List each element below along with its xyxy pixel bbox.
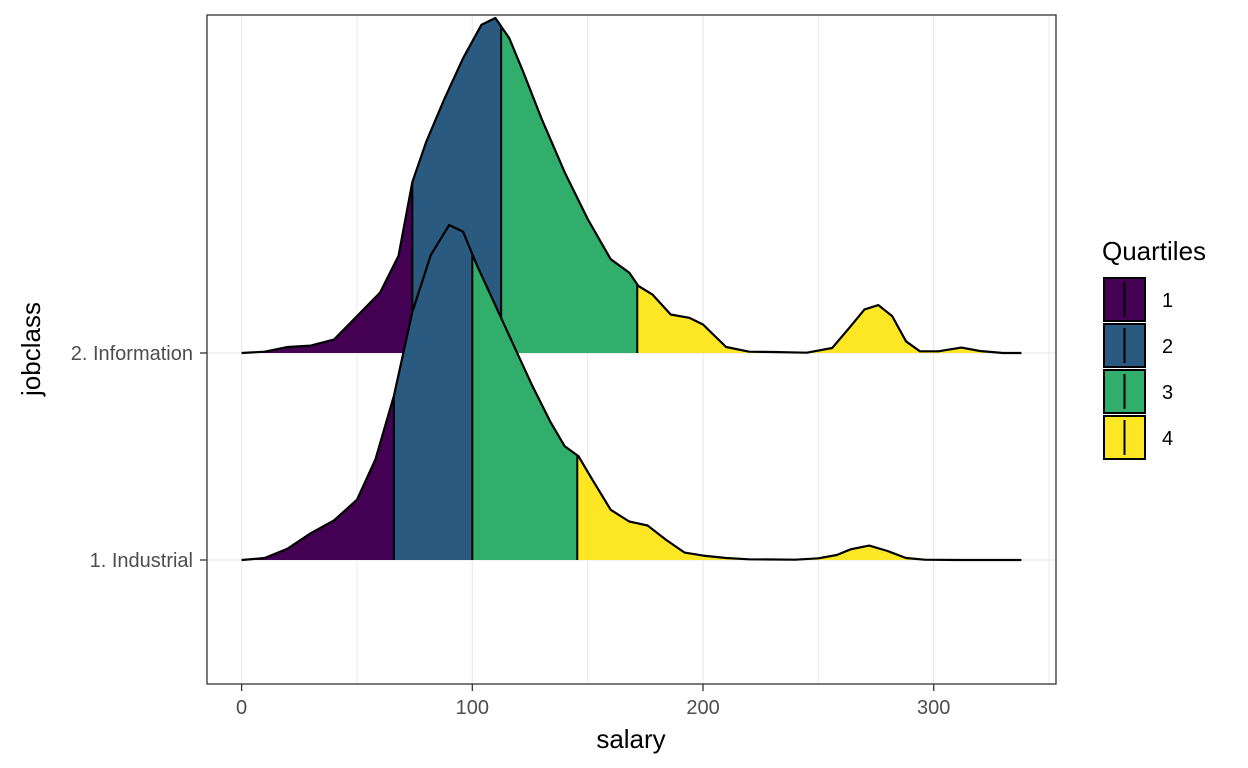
density-outline [241, 16, 1022, 355]
legend-label: 3 [1162, 382, 1173, 404]
ridge-industrial [241, 223, 1022, 562]
legend-label: 1 [1162, 290, 1173, 312]
legend-item-3: 3 [1103, 369, 1173, 414]
legend-keys: 1 2 3 4 [1103, 277, 1173, 460]
y-tick-label: 2. Information [71, 343, 193, 365]
legend: Quartiles 1 2 3 4 [1102, 236, 1206, 460]
legend-label: 2 [1162, 336, 1173, 358]
axes: 0 100 200 300 1. Industrial 2. Information [71, 343, 951, 719]
quartile-1-region [241, 182, 413, 353]
legend-label: 4 [1162, 428, 1173, 450]
x-axis-title: salary [596, 724, 665, 754]
legend-title: Quartiles [1102, 236, 1206, 266]
density-outline [241, 223, 1022, 562]
x-tick-label: 0 [236, 697, 247, 719]
legend-item-4: 4 [1103, 415, 1173, 460]
y-tick-label: 1. Industrial [90, 550, 193, 572]
legend-item-2: 2 [1103, 323, 1173, 368]
quartile-3-region [501, 26, 638, 354]
x-tick-label: 100 [456, 697, 489, 719]
density-ridges [241, 16, 1022, 562]
y-axis-title: jobclass [16, 302, 46, 397]
quartile-4-region [637, 284, 1022, 353]
quartile-1-region [241, 395, 394, 560]
panel-border [206, 14, 1057, 685]
x-tick-label: 300 [917, 697, 950, 719]
x-tick-label: 200 [686, 697, 719, 719]
quartile-4-region [577, 455, 1022, 560]
legend-item-1: 1 [1103, 277, 1173, 322]
quartile-3-region [472, 254, 578, 560]
